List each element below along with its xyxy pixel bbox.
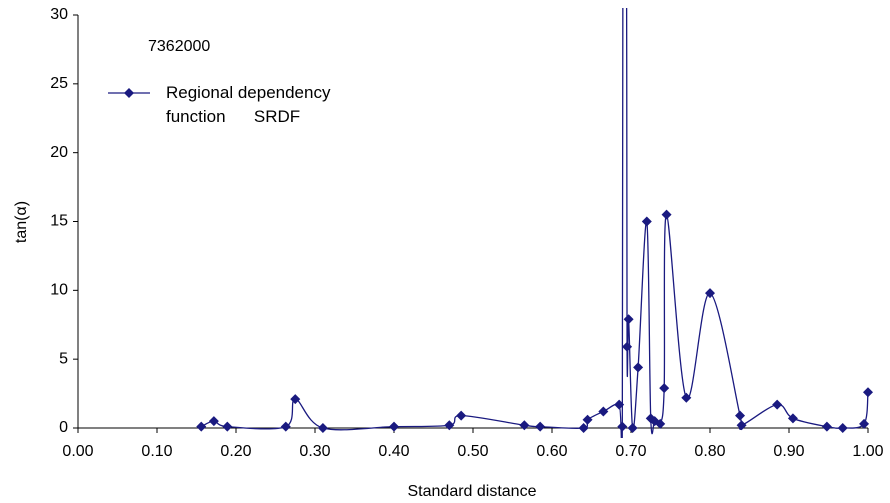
marker — [705, 288, 715, 299]
annotation: 7362000 — [148, 38, 210, 55]
x-tick-label: 0.20 — [220, 443, 251, 460]
marker — [859, 418, 870, 429]
y-tick-label: 5 — [59, 350, 68, 367]
marker — [622, 341, 633, 352]
marker — [598, 406, 609, 417]
marker — [681, 392, 692, 403]
x-tick-label: 0.70 — [615, 443, 646, 460]
x-tick-label: 0.10 — [141, 443, 172, 460]
y-tick-label: 0 — [59, 419, 68, 436]
marker — [208, 416, 219, 427]
marker — [317, 423, 328, 433]
marker — [641, 216, 652, 227]
marker — [290, 394, 301, 405]
marker — [627, 423, 638, 433]
y-tick-label: 10 — [50, 282, 68, 299]
marker — [655, 418, 666, 429]
legend-label: Regional dependency function SRDF — [166, 83, 336, 126]
y-tick-label: 20 — [50, 144, 68, 161]
x-tick-label: 0.50 — [457, 443, 488, 460]
marker — [735, 410, 746, 421]
marker — [196, 421, 207, 432]
y-axis-label: tan(α) — [13, 201, 30, 243]
marker — [661, 209, 672, 220]
y-tick-label: 25 — [50, 75, 68, 92]
x-tick-label: 0.30 — [299, 443, 330, 460]
legend-marker — [124, 88, 134, 98]
y-tick-label: 15 — [50, 213, 68, 230]
x-tick-label: 1.00 — [852, 443, 883, 460]
marker — [389, 421, 399, 432]
marker — [617, 421, 628, 432]
marker — [736, 420, 747, 431]
marker — [280, 421, 291, 432]
marker — [456, 410, 467, 421]
marker — [444, 420, 455, 431]
marker — [772, 399, 783, 410]
x-tick-label: 0.60 — [536, 443, 567, 460]
x-tick-label: 0.00 — [62, 443, 93, 460]
marker — [633, 362, 644, 373]
x-tick-label: 0.90 — [773, 443, 804, 460]
marker — [582, 414, 593, 425]
marker — [837, 423, 848, 433]
marker — [578, 423, 589, 433]
x-axis-label: Standard distance — [408, 483, 537, 500]
marker — [821, 421, 832, 432]
line — [200, 8, 869, 438]
marker — [623, 314, 634, 325]
marker — [535, 421, 546, 432]
y-tick-label: 30 — [50, 6, 68, 23]
marker — [787, 413, 798, 424]
marker — [659, 383, 670, 394]
marker — [614, 399, 625, 410]
marker — [519, 420, 530, 431]
marker — [863, 387, 873, 398]
marker — [222, 421, 233, 432]
x-tick-label: 0.80 — [694, 443, 725, 460]
series — [196, 8, 873, 438]
x-tick-label: 0.40 — [378, 443, 409, 460]
